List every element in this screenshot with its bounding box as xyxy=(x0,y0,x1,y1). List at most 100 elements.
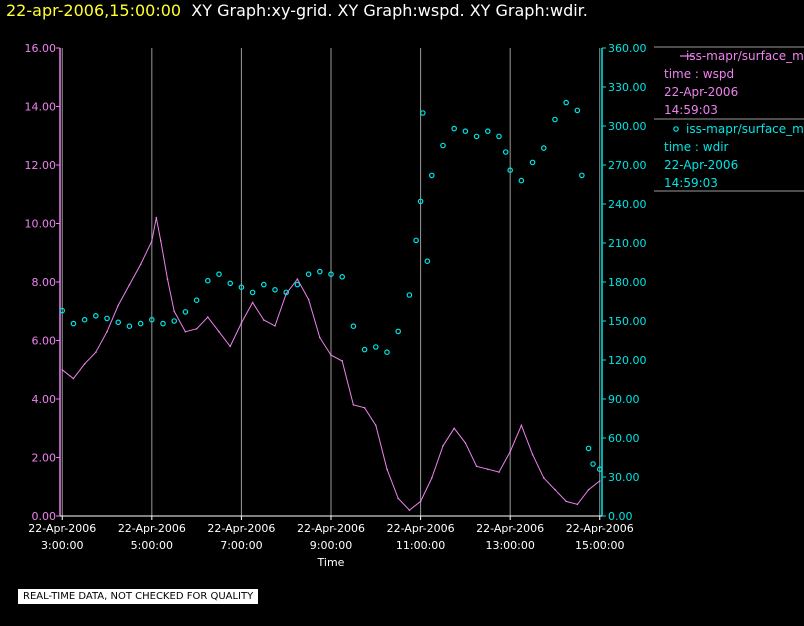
x-tick-date: 22-Apr-2006 xyxy=(28,522,96,535)
right-tick-label: 60.00 xyxy=(608,432,640,445)
wdir-point xyxy=(451,125,457,132)
wspd-point xyxy=(139,263,142,266)
wdir-point xyxy=(552,116,558,123)
right-tick-label: 30.00 xyxy=(608,471,640,484)
wdir-point xyxy=(59,307,66,314)
wdir-point xyxy=(420,110,426,116)
wspd-point xyxy=(430,477,433,479)
wspd-point xyxy=(195,328,198,330)
wdir-point xyxy=(227,280,234,287)
wspd-point xyxy=(83,363,86,365)
wspd-point xyxy=(184,330,187,333)
left-tick-label: 4.00 xyxy=(32,393,57,406)
right-tick-label: 180.00 xyxy=(608,276,647,289)
left-tick-label: 6.00 xyxy=(32,335,57,348)
wdir-point xyxy=(579,172,585,179)
wspd-point xyxy=(173,310,176,313)
wspd-point xyxy=(341,360,343,362)
wdir-point xyxy=(328,271,334,278)
wdir-point xyxy=(406,292,413,298)
wdir-point xyxy=(126,323,133,330)
wspd-point xyxy=(106,330,108,333)
title-timestamp: 22-apr-2006,15:00:00 xyxy=(6,1,182,20)
wdir-point xyxy=(424,258,431,265)
wdir-point xyxy=(428,172,435,179)
wdir-point xyxy=(305,271,312,278)
x-tick-time: 9:00:00 xyxy=(310,539,352,552)
wspd-point xyxy=(151,240,153,242)
wdir-point xyxy=(272,286,278,293)
wdir-point xyxy=(596,466,603,473)
wdir-point xyxy=(115,319,122,326)
wspd-point xyxy=(319,336,321,339)
wdir-point xyxy=(372,344,379,350)
wdir-point xyxy=(182,309,189,315)
wspd-point xyxy=(475,465,478,468)
left-tick-label: 14.00 xyxy=(25,101,57,114)
wdir-point xyxy=(149,316,155,323)
legend-text: iss-mapr/surface_m xyxy=(686,122,804,136)
wdir-point xyxy=(93,312,99,319)
wspd-point xyxy=(598,480,601,482)
legend-text: 22-Apr-2006 xyxy=(664,158,738,172)
right-tick-label: 270.00 xyxy=(608,159,647,172)
wspd-point xyxy=(296,278,299,280)
wspd-point xyxy=(251,301,254,304)
left-tick-label: 2.00 xyxy=(32,452,57,465)
wspd-point xyxy=(128,284,131,286)
wdir-point xyxy=(339,273,345,280)
wspd-point xyxy=(419,500,422,503)
wdir-point xyxy=(104,315,110,322)
left-tick-label: 8.00 xyxy=(32,276,57,289)
right-tick-label: 300.00 xyxy=(608,120,647,133)
legend-text: time : wspd xyxy=(664,67,734,81)
wdir-point xyxy=(413,237,419,244)
wdir-point xyxy=(294,281,301,288)
x-tick-time: 7:00:00 xyxy=(220,539,262,552)
wspd-point xyxy=(218,330,220,333)
x-tick-date: 22-Apr-2006 xyxy=(476,522,544,535)
wspd-point xyxy=(386,468,388,471)
x-tick-date: 22-Apr-2006 xyxy=(297,522,365,535)
wdir-point xyxy=(563,99,569,106)
tick-labels: 22-Apr-2006 3:00:00 22-Apr-2006 5:00:00 22-A… xyxy=(25,42,647,552)
wspd-point xyxy=(240,322,243,324)
wspd-point xyxy=(565,500,567,503)
quality-disclaimer: REAL-TIME DATA, NOT CHECKED FOR QUALITY xyxy=(18,589,259,604)
wspd-point xyxy=(554,488,556,491)
x-axis-label: Time xyxy=(317,556,345,569)
wspd-point xyxy=(159,240,162,242)
data-series xyxy=(59,99,603,511)
x-tick-date: 22-Apr-2006 xyxy=(387,522,455,535)
wspd-point xyxy=(408,509,411,511)
x-tick-date: 22-Apr-2006 xyxy=(207,522,275,535)
x-tick-time: 5:00:00 xyxy=(131,539,173,552)
wspd-point xyxy=(509,450,511,453)
wspd-point xyxy=(72,377,75,380)
wspd-point xyxy=(207,316,209,318)
x-tick-date: 22-Apr-2006 xyxy=(118,522,186,535)
wspd-point xyxy=(464,442,467,444)
wspd-point xyxy=(542,477,545,479)
right-tick-label: 120.00 xyxy=(608,354,647,367)
right-tick-label: 150.00 xyxy=(608,315,647,328)
wspd-point xyxy=(576,503,579,506)
x-tick-time: 3:00:00 xyxy=(41,539,83,552)
wspd-point xyxy=(374,424,377,427)
wdir-point xyxy=(350,323,357,330)
legend-text: iss-mapr/surface_m xyxy=(686,49,804,63)
wdir-point xyxy=(81,316,88,323)
wdir-point xyxy=(502,149,509,155)
wspd-point xyxy=(61,368,64,371)
left-tick-label: 0.00 xyxy=(32,510,57,523)
wspd-point xyxy=(397,497,399,500)
chart-title: 22-apr-2006,15:00:00 XY Graph:xy-grid. X… xyxy=(6,1,588,20)
right-tick-label: 240.00 xyxy=(608,198,647,211)
axes xyxy=(56,47,606,520)
wdir-point xyxy=(395,328,401,335)
wspd-point xyxy=(274,325,276,327)
wspd-point xyxy=(352,404,355,406)
wspd-point xyxy=(95,351,97,354)
wdir-point xyxy=(384,349,390,356)
